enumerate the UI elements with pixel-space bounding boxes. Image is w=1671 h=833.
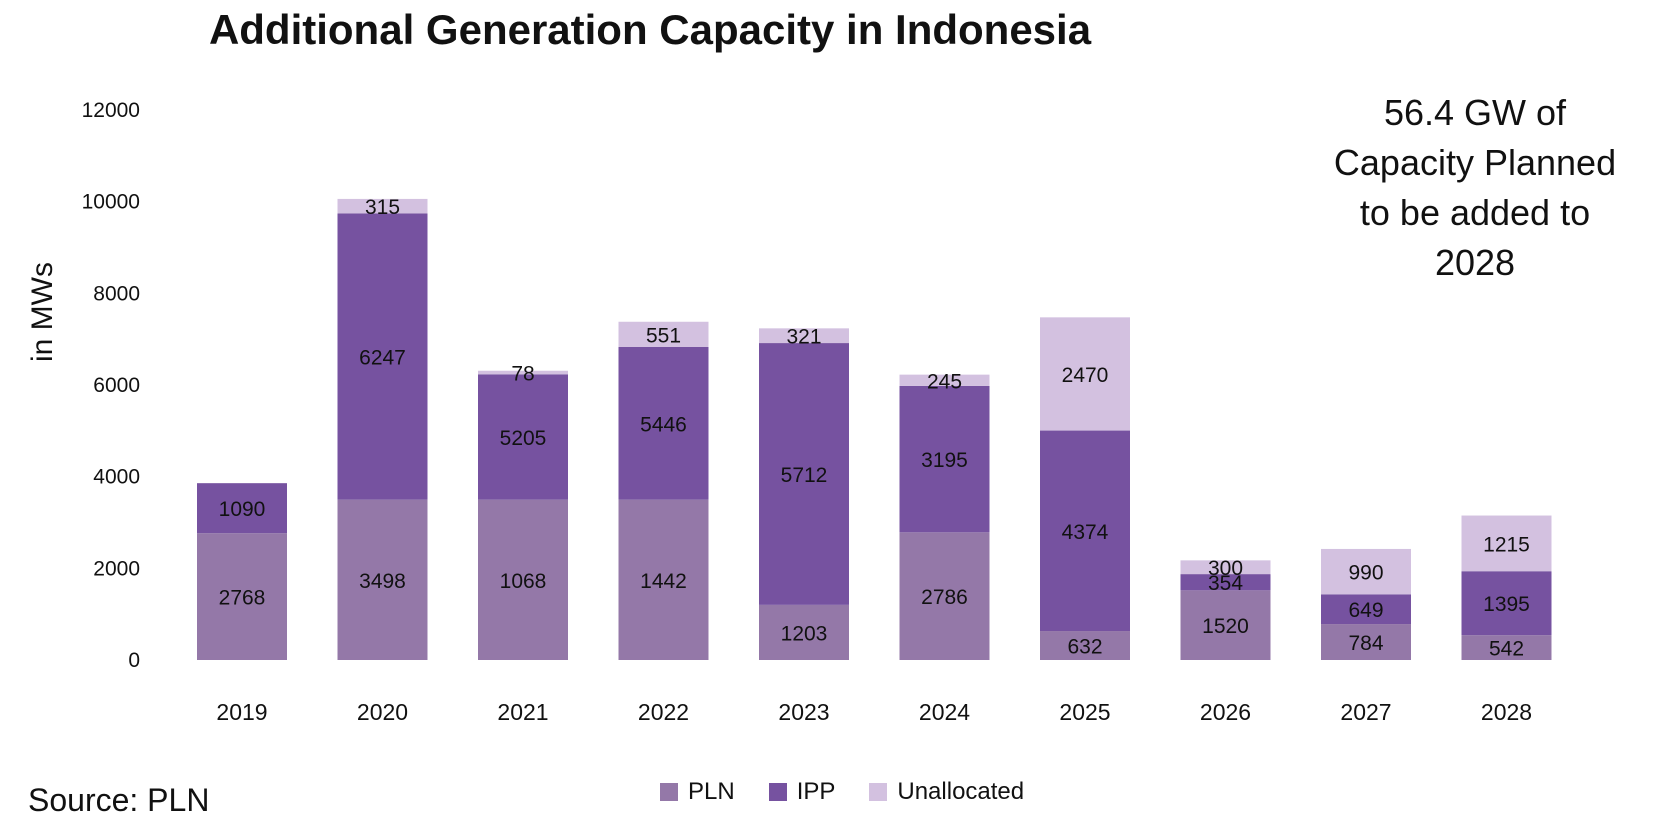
data-label-ipp: 3195 [921, 449, 968, 472]
bar-segment-pln [197, 533, 287, 660]
capacity-annotation: 56.4 GW of Capacity Planned to be added … [1320, 88, 1630, 288]
bar-segment-ipp [1461, 571, 1552, 636]
bar-segment-pln [899, 532, 990, 660]
annotation-line: 56.4 GW of [1383, 92, 1567, 133]
annotation-line: Capacity Planned [1333, 142, 1617, 183]
chart-title: Additional Generation Capacity in Indone… [208, 6, 1092, 53]
data-label-ipp: 4374 [1062, 521, 1109, 544]
bar-segment-pln [478, 499, 568, 660]
bar-segment-unallocated [478, 370, 568, 375]
legend-item-pln: PLN [660, 778, 735, 806]
x-tick-label: 2025 [1059, 699, 1110, 725]
bar-segment-pln [337, 499, 428, 660]
data-label-pln: 1442 [640, 570, 687, 593]
y-tick-label: 10000 [82, 191, 140, 214]
bar-segment-unallocated [1040, 317, 1130, 431]
x-tick-label: 2028 [1481, 699, 1532, 725]
bar-segment-unallocated [618, 321, 709, 348]
legend-item-unallocated: Unallocated [869, 778, 1024, 806]
legend-label-unallocated: Unallocated [897, 778, 1025, 805]
data-label-unallocated: 2470 [1062, 364, 1109, 387]
bar-segment-ipp [618, 347, 709, 500]
x-tick-label: 2026 [1200, 699, 1251, 725]
bar-segment-unallocated [759, 328, 849, 344]
bar-segment-ipp [337, 213, 428, 500]
data-label-ipp: 1090 [219, 498, 266, 521]
data-label-ipp: 5712 [781, 464, 828, 487]
data-label-pln: 1068 [500, 570, 547, 593]
data-label-pln: 784 [1348, 632, 1383, 655]
bar-segment-pln [1321, 624, 1411, 660]
bar-segment-ipp [1321, 594, 1411, 625]
bar-segment-ipp [759, 343, 849, 605]
bar-segment-unallocated [1180, 560, 1271, 575]
data-label-ipp: 649 [1348, 599, 1383, 622]
data-label-ipp: 5446 [640, 413, 687, 436]
bar-segment-pln [618, 499, 709, 660]
legend-label-ipp: IPP [796, 778, 836, 805]
data-label-pln: 2786 [921, 586, 968, 609]
x-tick-label: 2020 [357, 699, 408, 725]
x-tick-label: 2024 [919, 699, 970, 725]
x-tick-label: 2021 [497, 699, 548, 725]
data-label-unallocated: 78 [511, 363, 534, 386]
x-tick-label: 2022 [638, 699, 689, 725]
y-tick-label: 2000 [93, 557, 140, 580]
legend-swatch-unallocated [869, 783, 888, 801]
bar-segment-unallocated [1321, 548, 1411, 595]
legend-label-pln: PLN [688, 778, 735, 805]
bar-segment-ipp [197, 483, 287, 534]
data-label-unallocated: 245 [927, 370, 962, 393]
bar-segment-ipp [1040, 430, 1130, 632]
y-tick-label: 0 [128, 649, 140, 672]
legend-swatch-pln [660, 783, 678, 801]
y-tick-label: 4000 [93, 466, 140, 489]
bar-segment-unallocated [899, 374, 990, 386]
data-label-unallocated: 315 [365, 196, 400, 219]
bar-segment-pln [759, 604, 849, 660]
data-label-pln: 542 [1489, 638, 1524, 661]
data-label-unallocated: 990 [1348, 562, 1383, 585]
data-label-ipp: 6247 [359, 347, 406, 370]
data-label-ipp: 354 [1208, 572, 1243, 595]
x-tick-label: 2019 [216, 699, 267, 725]
x-tick-label: 2023 [778, 699, 829, 725]
data-label-pln: 632 [1067, 636, 1102, 659]
data-label-unallocated: 321 [786, 326, 821, 349]
x-tick-label: 2027 [1340, 699, 1391, 725]
y-axis-label: in MWs [26, 262, 59, 362]
source-note: Source: PLN [28, 782, 210, 818]
annotation-line: to be added to [1359, 192, 1591, 233]
bar-segment-pln [1461, 635, 1552, 660]
bar-segment-ipp [1180, 574, 1271, 591]
bar-segment-unallocated [337, 198, 428, 214]
bar-segment-ipp [899, 385, 990, 533]
y-tick-label: 12000 [82, 99, 140, 122]
legend-item-ipp: IPP [768, 778, 836, 806]
data-label-unallocated: 300 [1208, 557, 1243, 580]
data-label-ipp: 1395 [1483, 593, 1530, 616]
legend-swatch-ipp [768, 783, 787, 801]
bar-segment-ipp [478, 374, 568, 500]
data-label-pln: 1520 [1202, 615, 1249, 638]
y-tick-label: 8000 [93, 282, 140, 305]
bar-segment-unallocated [1461, 515, 1552, 572]
data-label-ipp: 5205 [500, 427, 547, 450]
y-tick-label: 6000 [93, 374, 140, 397]
data-label-unallocated: 551 [646, 324, 681, 347]
data-label-unallocated: 1215 [1483, 533, 1530, 556]
data-label-pln: 3498 [359, 570, 406, 593]
annotation-line: 2028 [1434, 242, 1516, 283]
bar-segment-pln [1040, 631, 1130, 660]
data-label-pln: 2768 [219, 587, 266, 610]
legend: PLN IPP Unallocated [660, 774, 1058, 810]
bar-segment-pln [1180, 590, 1271, 660]
data-label-pln: 1203 [781, 622, 828, 645]
